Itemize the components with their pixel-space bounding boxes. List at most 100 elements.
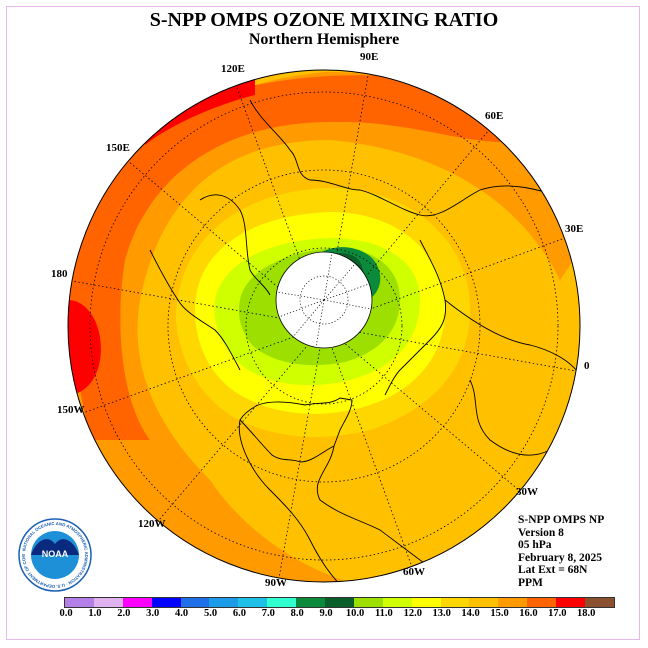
gulf-coast (316, 445, 441, 576)
lon-label-30e: 30E (565, 223, 584, 235)
eurasia-coast (249, 99, 571, 217)
colorbar-swatch (382, 598, 412, 607)
colorbar-tick-label: 0.0 (59, 608, 73, 619)
colorbar-swatch (267, 598, 297, 607)
meridian-60w (323, 325, 413, 568)
alaska-coast (149, 249, 241, 371)
meridian-90w (278, 325, 325, 579)
colorbar-swatch (65, 598, 94, 607)
europe-coast (384, 239, 447, 396)
meridian-150w (82, 325, 325, 414)
colorbar-swatch (325, 598, 354, 607)
colorbar-swatch (469, 598, 499, 607)
colorbar (64, 597, 615, 608)
lon-label-120w: 120W (138, 518, 166, 530)
field-16-17 (68, 75, 530, 440)
info-pressure-level: 05 hPa (518, 539, 552, 551)
colorbar-tick-label: 11.0 (374, 608, 393, 619)
colorbar-tick-label: 3.0 (146, 608, 160, 619)
colorbar-tick-label: 14.0 (461, 608, 480, 619)
colorbar-swatch (440, 598, 470, 607)
field-15-16 (68, 71, 580, 582)
colorbar-swatch (238, 598, 268, 607)
colorbar-swatch (151, 598, 181, 607)
colorbar-swatch (122, 598, 152, 607)
colorbar-tick-label: 10.0 (345, 608, 365, 619)
cap-graticule (276, 252, 372, 348)
colorbar-swatch (353, 598, 383, 607)
colorbar-tick-label: 15.0 (490, 608, 509, 619)
north-america-coast (239, 397, 353, 463)
colorbar-swatch (296, 598, 326, 607)
lon-label-90w: 90W (265, 577, 287, 589)
info-instrument: S-NPP OMPS NP (518, 514, 605, 526)
lon-label-0: 0 (584, 360, 590, 372)
lat-circle-30 (89, 91, 559, 561)
lat-circle-50 (167, 169, 481, 483)
colorbar-tick-label: 12.0 (403, 608, 422, 619)
lon-label-180: 180 (51, 268, 68, 280)
colorbar-tick-label: 7.0 (261, 608, 275, 619)
noaa-logo: NATIONAL OCEANIC AND ATMOSPHERIC ADMINIS… (18, 518, 92, 592)
map-boundary (67, 69, 581, 583)
siberia-coast (199, 194, 271, 296)
lon-label-120e: 120E (221, 63, 245, 75)
meridian-30w (323, 325, 521, 492)
meridian-0 (323, 325, 577, 372)
field-17-18-north (140, 78, 255, 145)
graticule (71, 70, 577, 579)
africa-coast (469, 379, 551, 456)
pacific-coast (238, 419, 346, 582)
info-date: February 8, 2025 (518, 551, 603, 564)
colorbar-tick-label: 17.0 (548, 608, 567, 619)
info-lat-extent: Lat Ext = 68N (518, 564, 588, 576)
meridian-60e (323, 129, 490, 327)
field-17-18-west (68, 300, 101, 395)
colorbar-tick-label: 16.0 (519, 608, 538, 619)
lon-label-150w: 150W (57, 404, 85, 416)
lat-circle-70 (245, 247, 403, 405)
colorbar-swatch (180, 598, 210, 607)
meridian-150e (127, 160, 325, 327)
lon-label-90e: 90E (360, 51, 379, 63)
lon-label-30w: 30W (516, 486, 538, 498)
lon-label-60w: 60W (403, 566, 425, 578)
colorbar-swatch (93, 598, 123, 607)
lon-label-60e: 60E (485, 110, 504, 122)
meridian-120w (158, 325, 325, 521)
info-block: S-NPP OMPS NP Version 8 05 hPa February … (518, 514, 604, 589)
colorbar-tick-label: 2.0 (117, 608, 131, 619)
colorbar-swatch (527, 598, 557, 607)
mediterranean-coast (444, 299, 580, 376)
colorbar-swatch (498, 598, 528, 607)
map-title: S-NPP OMPS OZONE MIXING RATIO (149, 9, 499, 31)
colorbar-tick-label: 8.0 (290, 608, 304, 619)
meridian-90e (323, 70, 370, 327)
colorbar-swatch (411, 598, 441, 607)
colorbar-tick-label: 13.0 (432, 608, 451, 619)
info-version: Version 8 (518, 526, 564, 539)
colorbar-swatch (209, 598, 239, 607)
meridian-180 (71, 280, 325, 327)
colorbar-tick-label: 9.0 (319, 608, 333, 619)
lon-label-150e: 150E (106, 142, 130, 154)
colorbar-tick-label: 18.0 (577, 608, 596, 619)
colorbar-tick-label: 4.0 (175, 608, 189, 619)
coastlines (149, 99, 580, 582)
cap-lat-circle (299, 275, 349, 325)
colorbar-swatch (585, 598, 614, 607)
colorbar-tick-label: 1.0 (88, 608, 102, 619)
cap-meridian-b (323, 263, 356, 301)
meridian-30e (323, 237, 566, 327)
info-units: PPM (518, 576, 543, 589)
colorbar-tick-label: 5.0 (203, 608, 218, 619)
colorbar-tick-label: 6.0 (232, 608, 246, 619)
figure-frame (6, 6, 640, 640)
colorbar-swatch (556, 598, 586, 607)
colorbar-ticks: 0.0 1.0 2.0 3.0 4.0 5.0 6.0 7.0 8.0 9.0 10.0 11.0 12… (0, 608, 648, 622)
logo-bird (31, 539, 79, 555)
logo-text: NOAA (42, 549, 69, 559)
meridian-120e (235, 84, 325, 327)
map-subtitle: Northern Hemisphere (248, 31, 400, 48)
